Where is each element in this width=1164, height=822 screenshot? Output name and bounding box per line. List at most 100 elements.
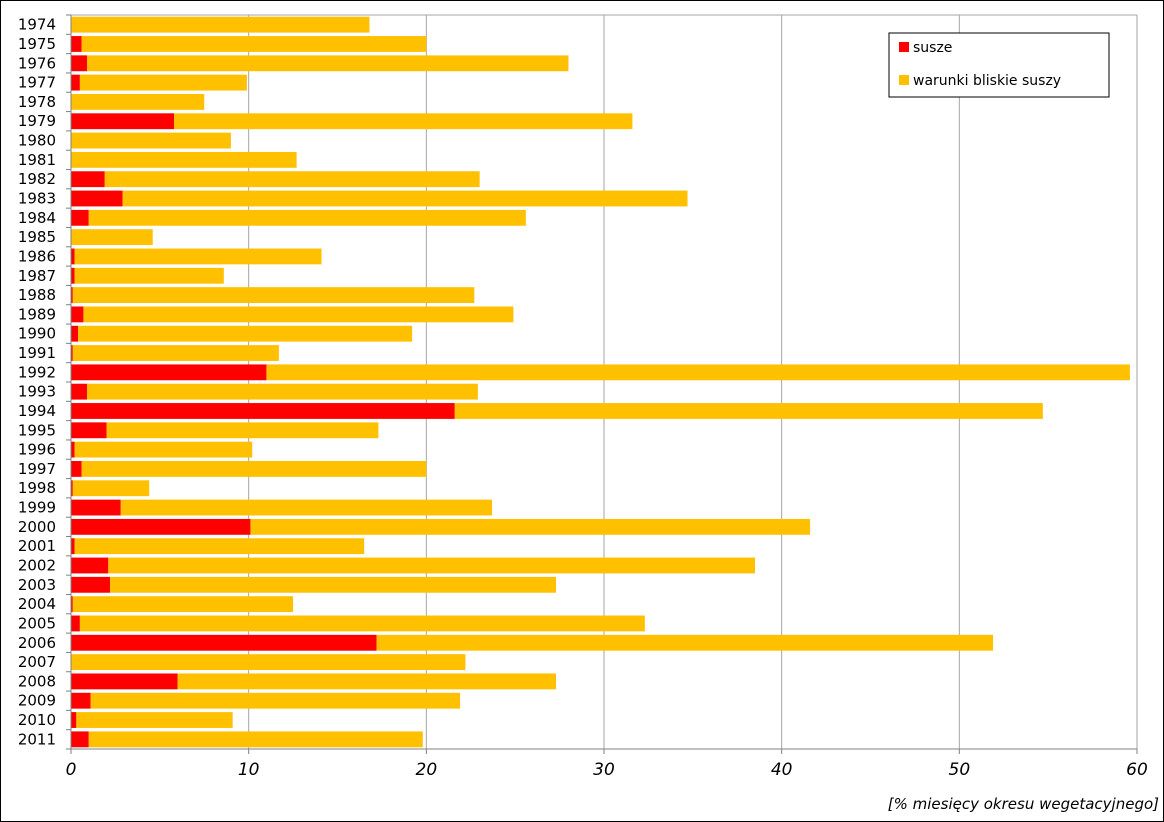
y-tick-label-1978: 1978: [18, 93, 56, 111]
bar-warunki-2001: [74, 538, 365, 555]
y-tick-label-2005: 2005: [18, 614, 56, 632]
x-tick-label-40: 40: [771, 760, 793, 780]
bar-warunki-1992: [266, 364, 1130, 381]
bar-warunki-1995: [106, 422, 379, 439]
y-tick-label-1984: 1984: [18, 209, 56, 227]
bar-susze-2004: [71, 596, 73, 613]
y-tick-label-1994: 1994: [18, 402, 56, 420]
bar-warunki-1998: [72, 480, 150, 497]
bar-susze-1986: [71, 248, 75, 265]
x-tick-label-20: 20: [416, 760, 438, 780]
bars: [71, 16, 1130, 748]
bar-warunki-1997: [81, 461, 427, 477]
y-tick-label-1997: 1997: [18, 460, 56, 478]
bar-susze-1983: [71, 190, 123, 207]
y-tick-label-1974: 1974: [18, 16, 56, 34]
bar-susze-2010: [71, 712, 77, 728]
bar-warunki-2002: [108, 557, 756, 574]
bar-susze-1979: [71, 113, 175, 130]
bar-warunki-1976: [86, 55, 569, 72]
y-tick-label-1998: 1998: [18, 479, 56, 497]
x-tick-label-10: 10: [238, 760, 260, 780]
bar-warunki-2003: [110, 576, 557, 593]
bar-susze-1975: [71, 36, 82, 52]
y-tick-label-1977: 1977: [18, 74, 56, 92]
bar-susze-1993: [71, 383, 87, 400]
bar-susze-2002: [71, 557, 109, 574]
bar-warunki-1983: [122, 190, 688, 207]
x-tick-label-60: 60: [1126, 760, 1148, 780]
bar-warunki-1987: [74, 267, 224, 284]
bar-susze-1998: [71, 480, 73, 497]
bar-warunki-1974: [71, 16, 370, 33]
bar-susze-2005: [71, 615, 80, 632]
y-tick-label-1986: 1986: [18, 247, 56, 265]
bar-susze-1991: [71, 345, 73, 361]
bar-susze-1977: [71, 74, 80, 91]
y-tick-label-1995: 1995: [18, 421, 56, 439]
y-tick-label-2001: 2001: [18, 537, 56, 555]
y-tick-label-1988: 1988: [18, 286, 56, 304]
y-tick-label-2004: 2004: [18, 595, 56, 613]
legend-swatch-susze: [899, 42, 909, 52]
bar-warunki-2008: [177, 673, 557, 690]
bar-warunki-1994: [454, 403, 1043, 419]
y-tick-label-1989: 1989: [18, 305, 56, 323]
bar-susze-1976: [71, 55, 87, 72]
x-tick-label-50: 50: [949, 760, 971, 780]
bar-susze-1987: [71, 267, 75, 284]
bar-susze-1982: [71, 171, 105, 188]
bar-susze-1988: [71, 287, 73, 303]
legend-swatch-warunki: [899, 75, 909, 85]
y-tick-label-2011: 2011: [18, 730, 56, 748]
y-tick-label-2003: 2003: [18, 576, 56, 594]
bar-susze-1994: [71, 403, 455, 419]
y-tick-label-2009: 2009: [18, 692, 56, 710]
y-tick-label-1976: 1976: [18, 54, 56, 72]
y-tick-label-1999: 1999: [18, 499, 56, 517]
bar-warunki-2004: [72, 596, 294, 613]
y-tick-label-1985: 1985: [18, 228, 56, 246]
y-tick-label-1981: 1981: [18, 151, 56, 169]
x-axis-label: [% miesięcy okresu wegetacyjnego]: [888, 795, 1159, 813]
y-tick-label-2000: 2000: [18, 518, 56, 536]
axes: [66, 14, 1138, 754]
bar-warunki-2005: [79, 615, 645, 632]
bar-warunki-2011: [88, 731, 423, 748]
bar-warunki-1990: [78, 325, 413, 342]
bar-warunki-1985: [71, 229, 153, 246]
y-tick-label-1975: 1975: [18, 35, 56, 53]
bar-warunki-1989: [83, 306, 514, 323]
y-tick-label-2010: 2010: [18, 711, 56, 729]
bar-susze-2003: [71, 576, 111, 593]
bar-warunki-1986: [74, 248, 322, 265]
y-tick-label-2006: 2006: [18, 634, 56, 652]
y-tick-label-1993: 1993: [18, 383, 56, 401]
y-tick-label-1987: 1987: [18, 267, 56, 285]
legend-label-warunki: warunki bliskie suszy: [913, 73, 1061, 89]
y-tick-label-1983: 1983: [18, 190, 56, 208]
bar-warunki-2000: [250, 518, 811, 535]
bar-susze-1999: [71, 499, 121, 516]
bar-warunki-1999: [120, 499, 493, 516]
bar-warunki-1981: [71, 151, 297, 168]
bar-susze-2009: [71, 692, 91, 709]
bar-warunki-1978: [71, 94, 205, 110]
bar-warunki-1979: [174, 113, 633, 130]
legend: susze warunki bliskie suszy: [888, 32, 1110, 98]
legend-label-susze: susze: [913, 40, 952, 56]
y-tick-label-2007: 2007: [18, 653, 56, 671]
bar-susze-2011: [71, 731, 89, 748]
bar-susze-1997: [71, 461, 82, 477]
y-tick-label-1979: 1979: [18, 112, 56, 130]
bar-susze-1996: [71, 441, 75, 458]
bar-warunki-1980: [71, 132, 231, 149]
bar-warunki-1982: [104, 171, 480, 188]
x-tick-label-30: 30: [593, 760, 615, 780]
y-tick-label-1980: 1980: [18, 132, 56, 150]
bar-warunki-1984: [88, 209, 526, 226]
bar-susze-1984: [71, 209, 89, 226]
y-tick-label-1982: 1982: [18, 170, 56, 188]
